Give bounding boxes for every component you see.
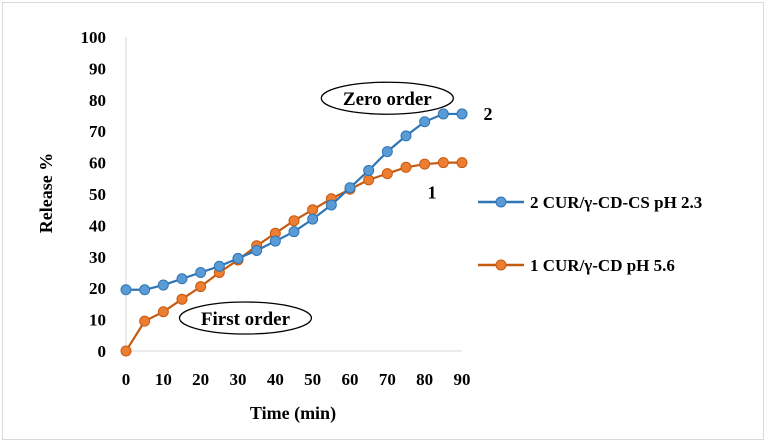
data-point-2 [400,130,412,142]
data-point-2 [381,146,393,158]
x-tick-label: 0 [122,370,131,389]
y-axis-title: Release % [36,153,56,233]
x-tick-label: 30 [230,370,247,389]
x-tick-label: 60 [342,370,359,389]
data-point-1 [363,174,375,186]
x-tick-label: 10 [155,370,172,389]
y-tick-label: 10 [89,311,106,330]
legend-label: 2 CUR/γ-CD-CS pH 2.3 [530,193,702,212]
data-point-2 [232,252,244,264]
data-point-1 [307,204,319,216]
data-point-2 [157,279,169,291]
data-point-2 [307,213,319,225]
data-point-2 [139,284,151,296]
y-tick-label: 50 [89,185,106,204]
data-point-1 [139,315,151,327]
y-tick-label: 60 [89,154,106,173]
annotation-label: Zero order [343,89,432,110]
data-point-2 [363,164,375,176]
series-tag-1: 1 [428,183,437,203]
x-tick-label: 40 [267,370,284,389]
data-point-2 [176,273,188,285]
data-point-2 [437,108,449,120]
y-tick-label: 70 [89,122,106,141]
data-point-2 [120,284,132,296]
data-point-1 [381,168,393,180]
data-point-1 [120,345,132,357]
data-point-2 [288,226,300,238]
x-tick-label: 90 [454,370,471,389]
y-tick-label: 40 [89,216,106,235]
series-line-2 [126,112,462,291]
data-point-2 [344,182,356,194]
data-point-2 [213,260,225,272]
data-point-2 [456,108,468,120]
x-tick-label: 50 [304,370,321,389]
legend-marker [495,196,507,208]
series-tag-2: 2 [484,104,493,124]
data-point-1 [176,293,188,305]
data-point-1 [157,306,169,318]
data-point-2 [251,245,263,257]
data-point-1 [419,158,431,170]
annotation-ellipse [178,301,313,335]
data-point-2 [269,235,281,247]
data-point-1 [288,215,300,227]
data-point-2 [325,199,337,211]
annotation-layer: Zero order First order [178,81,454,335]
data-point-1 [437,157,449,169]
x-tick-label: 80 [416,370,433,389]
y-tick-label: 100 [81,28,107,47]
y-axis-title-group: Release % [36,153,56,233]
legend-marker [495,259,507,271]
data-point-2 [195,267,207,278]
x-axis-title: Time (min) [250,403,336,424]
y-tick-labels: 0 10 20 30 40 50 60 70 80 90 100 [81,28,107,361]
legend: 2 CUR/γ-CD-CS pH 2.3 1 CUR/γ-CD pH 5.6 [478,193,702,275]
y-tick-label: 90 [89,59,106,78]
y-tick-label: 20 [89,279,106,298]
data-point-1 [195,281,207,293]
data-point-1 [400,161,412,173]
x-tick-labels: 0 10 20 30 40 50 60 70 80 90 [122,370,471,389]
series-layer: 12 [120,104,493,357]
annotation-ellipse [320,81,454,115]
data-point-2 [419,116,431,128]
y-tick-label: 80 [89,91,106,110]
y-tick-label: 0 [98,342,107,361]
x-tick-label: 70 [379,370,396,389]
chart-frame [2,2,764,440]
annotation-label: First order [201,309,291,330]
x-tick-label: 20 [192,370,209,389]
data-point-1 [456,157,468,169]
legend-label: 1 CUR/γ-CD pH 5.6 [530,256,675,275]
y-tick-label: 30 [89,248,106,267]
